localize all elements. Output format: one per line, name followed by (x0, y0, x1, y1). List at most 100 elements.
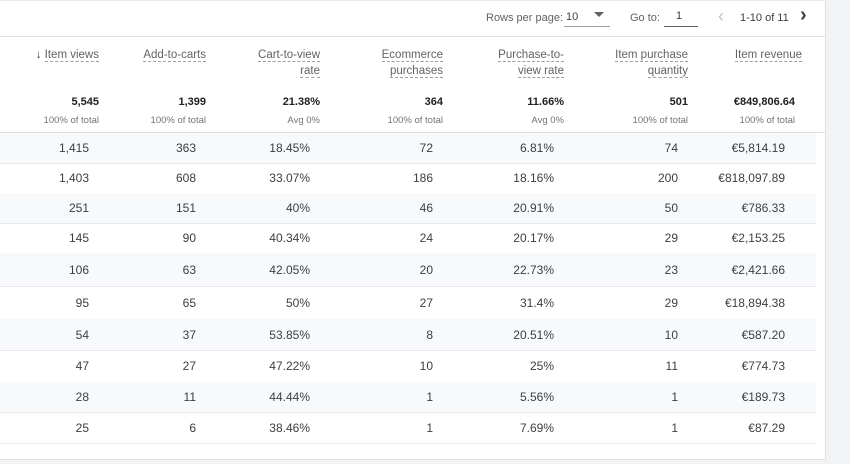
cell-add-to-carts: 6 (189, 421, 196, 435)
column-header-item-purchase-quantity[interactable]: Item purchase quantity (615, 49, 688, 78)
cell-item-views: 251 (68, 201, 89, 215)
cell-item-revenue: €2,153.25 (731, 231, 785, 245)
cell-item-purchase-quantity: 23 (664, 263, 678, 277)
table-row[interactable]: 25 6 38.46% 1 7.69% 1 €87.29 (0, 412, 816, 444)
subtotal-item-views: 100% of total (43, 115, 99, 126)
chevron-right-icon[interactable]: › (800, 4, 807, 26)
cell-item-purchase-quantity: 1 (671, 390, 678, 404)
subtotal-item-revenue: 100% of total (739, 115, 795, 126)
report-table-card: Rows per page: 10 Go to: 1 ‹ 1-10 of 11 … (0, 0, 826, 460)
table-row[interactable]: 54 37 53.85% 8 20.51% 10 €587.20 (0, 319, 816, 351)
cell-ecommerce-purchases: 1 (426, 421, 433, 435)
cell-cart-to-view-rate: 47.22% (269, 359, 310, 373)
cell-ecommerce-purchases: 24 (419, 231, 433, 245)
cell-purchase-to-view-rate: 22.73% (513, 263, 554, 277)
go-to-label: Go to: (630, 12, 660, 24)
cell-purchase-to-view-rate: 20.91% (513, 201, 554, 215)
table-row[interactable]: 1,415 363 18.45% 72 6.81% 74 €5,814.19 (0, 133, 816, 164)
column-header-item-views[interactable]: ↓ Item views (35, 49, 99, 62)
cell-add-to-carts: 363 (175, 141, 196, 155)
table-row[interactable]: 145 90 40.34% 24 20.17% 29 €2,153.25 (0, 223, 816, 254)
cell-item-views: 28 (75, 390, 89, 404)
cell-item-revenue: €87.29 (748, 421, 785, 435)
total-cart-to-view-rate: 21.38% (282, 96, 320, 108)
total-item-purchase-quantity: 501 (669, 96, 688, 108)
chevron-left-icon[interactable]: ‹ (718, 6, 724, 26)
cell-ecommerce-purchases: 8 (426, 328, 433, 342)
cell-item-views: 25 (75, 421, 89, 435)
cell-item-purchase-quantity: 10 (664, 328, 678, 342)
column-header-cart-to-view-rate[interactable]: Cart-to-view rate (258, 49, 320, 78)
cell-item-purchase-quantity: 200 (657, 171, 678, 185)
subtotal-ecommerce-purchases: 100% of total (387, 115, 443, 126)
rows-per-page-label: Rows per page: (486, 12, 564, 24)
cell-cart-to-view-rate: 53.85% (269, 328, 310, 342)
cell-item-views: 106 (68, 263, 89, 277)
cell-purchase-to-view-rate: 20.51% (513, 328, 554, 342)
cell-item-purchase-quantity: 74 (664, 141, 678, 155)
dropdown-caret-icon[interactable] (594, 12, 604, 17)
cell-purchase-to-view-rate: 18.16% (513, 171, 554, 185)
table-row[interactable]: 47 27 47.22% 10 25% 11 €774.73 (0, 350, 816, 383)
cell-cart-to-view-rate: 40.34% (269, 231, 310, 245)
cell-ecommerce-purchases: 186 (412, 171, 433, 185)
cell-item-views: 47 (75, 359, 89, 373)
arrow-down-icon[interactable]: ↓ (35, 49, 42, 61)
cell-item-revenue: €774.73 (741, 359, 785, 373)
cell-item-revenue: €18,894.38 (724, 296, 785, 310)
cell-item-views: 1,403 (58, 171, 89, 185)
column-header-add-to-carts[interactable]: Add-to-carts (143, 49, 206, 62)
column-header-ecommerce-purchases[interactable]: Ecommerce purchases (381, 49, 443, 78)
total-ecommerce-purchases: 364 (424, 96, 443, 108)
cell-cart-to-view-rate: 38.46% (269, 421, 310, 435)
cell-purchase-to-view-rate: 25% (529, 359, 554, 373)
cell-item-purchase-quantity: 1 (671, 421, 678, 435)
table-row[interactable]: 1,403 608 33.07% 186 18.16% 200 €818,097.89 (0, 163, 816, 194)
cell-ecommerce-purchases: 10 (419, 359, 433, 373)
cell-item-views: 95 (75, 296, 89, 310)
cell-add-to-carts: 151 (175, 201, 196, 215)
cell-purchase-to-view-rate: 7.69% (519, 421, 554, 435)
cell-add-to-carts: 37 (182, 328, 196, 342)
cell-ecommerce-purchases: 27 (419, 296, 433, 310)
cell-item-purchase-quantity: 29 (664, 231, 678, 245)
cell-ecommerce-purchases: 72 (419, 141, 433, 155)
cell-cart-to-view-rate: 44.44% (269, 390, 310, 404)
table-row[interactable]: 28 11 44.44% 1 5.56% 1 €189.73 (0, 382, 816, 413)
cell-item-revenue: €786.33 (741, 201, 785, 215)
cell-purchase-to-view-rate: 20.17% (513, 231, 554, 245)
column-header-purchase-to-view-rate[interactable]: Purchase-to- view rate (498, 49, 564, 78)
cell-item-views: 1,415 (58, 141, 89, 155)
cell-add-to-carts: 90 (182, 231, 196, 245)
cell-add-to-carts: 11 (183, 390, 196, 404)
subtotal-purchase-to-view-rate: Avg 0% (531, 115, 564, 126)
cell-cart-to-view-rate: 50% (285, 296, 310, 310)
column-header-item-revenue[interactable]: Item revenue (734, 49, 802, 62)
cell-purchase-to-view-rate: 6.81% (519, 141, 554, 155)
cell-add-to-carts: 65 (182, 296, 196, 310)
cell-item-purchase-quantity: 11 (665, 359, 678, 373)
subtotal-item-purchase-quantity: 100% of total (632, 115, 688, 126)
rows-per-page-select[interactable]: 10 (566, 11, 579, 23)
cell-item-views: 54 (75, 328, 89, 342)
cell-item-revenue: €5,814.19 (731, 141, 785, 155)
rows-per-page-underline (564, 26, 610, 27)
table-row[interactable]: 251 151 40% 46 20.91% 50 €786.33 (0, 193, 816, 224)
subtotal-cart-to-view-rate: Avg 0% (287, 115, 320, 126)
cell-item-revenue: €818,097.89 (718, 171, 785, 185)
cell-item-views: 145 (68, 231, 89, 245)
top-divider (0, 0, 826, 4)
total-item-views: 5,545 (71, 96, 99, 108)
cell-cart-to-view-rate: 42.05% (269, 263, 310, 277)
total-add-to-carts: 1,399 (178, 96, 206, 108)
cell-ecommerce-purchases: 46 (419, 201, 433, 215)
total-item-revenue: €849,806.64 (733, 96, 795, 108)
cell-item-revenue: €587.20 (741, 328, 785, 342)
cell-item-purchase-quantity: 50 (664, 201, 678, 215)
table-row[interactable]: 106 63 42.05% 20 22.73% 23 €2,421.66 (0, 253, 816, 287)
go-to-page-input[interactable]: 1 (676, 10, 683, 22)
pagination-bar: Rows per page: 10 Go to: 1 ‹ 1-10 of 11 … (0, 0, 826, 37)
table-header: ↓ Item views Add-to-carts Cart-to-view ra… (0, 36, 826, 133)
cell-cart-to-view-rate: 18.45% (269, 141, 310, 155)
table-row[interactable]: 95 65 50% 27 31.4% 29 €18,894.38 (0, 287, 816, 320)
